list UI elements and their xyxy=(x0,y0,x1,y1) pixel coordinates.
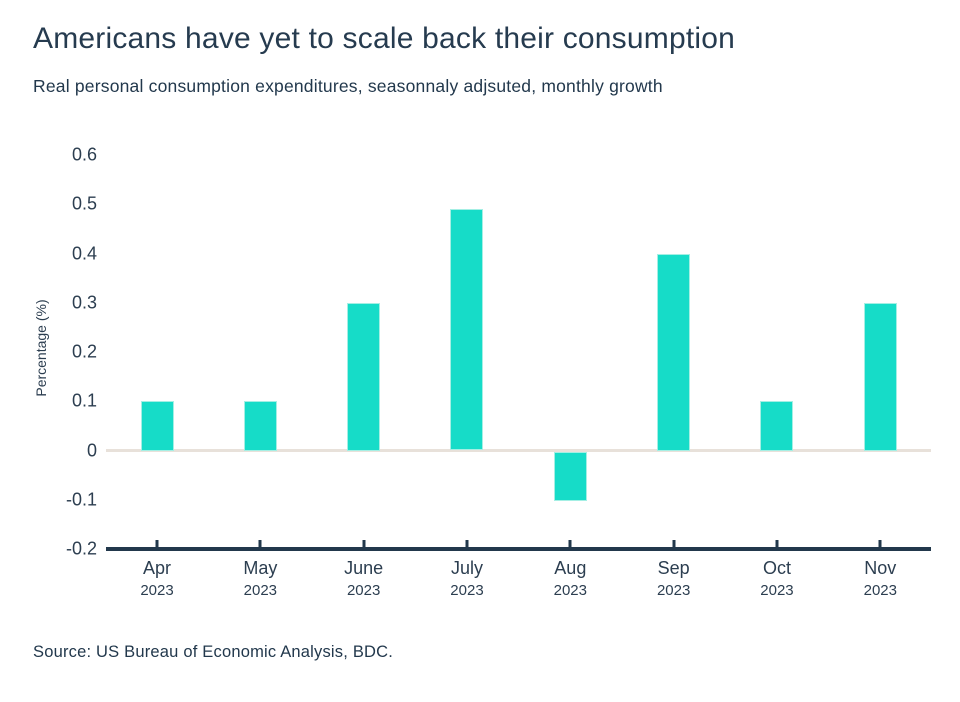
x-tick-label-year-aug: 2023 xyxy=(553,582,587,599)
zero-gridline xyxy=(106,449,931,452)
x-tick-label-month-oct: Oct xyxy=(762,558,791,578)
chart-title: Americans have yet to scale back their c… xyxy=(33,22,736,55)
x-tick-mark-sep xyxy=(672,540,676,547)
x-tick-label-year-oct: 2023 xyxy=(760,582,794,599)
y-tick-label-0.3: 0.3 xyxy=(71,292,97,313)
x-tick-label-year-july: 2023 xyxy=(450,582,484,599)
chart-subtitle: Real personal consumption expenditures, … xyxy=(33,76,663,96)
bar-july-2023 xyxy=(450,209,484,451)
x-tick-mark-oct xyxy=(775,540,779,547)
source-note: Source: US Bureau of Economic Analysis, … xyxy=(33,643,394,661)
x-tick-label-year-nov: 2023 xyxy=(863,582,897,599)
x-tick-label-year-sep: 2023 xyxy=(656,582,691,599)
bar-sep-2023 xyxy=(657,253,691,451)
x-tick-label-month-sep: Sep xyxy=(657,558,690,578)
x-tick-mark-june xyxy=(362,540,366,547)
y-tick-label-0.1: 0.1 xyxy=(71,390,97,411)
y-tick-label-0.2: 0.2 xyxy=(71,341,97,362)
x-tick-label-month-apr: Apr xyxy=(142,558,172,578)
bar-oct-2023 xyxy=(760,401,794,451)
x-tick-mark-nov xyxy=(878,540,882,547)
bar-nov-2023 xyxy=(863,302,897,451)
x-tick-mark-july xyxy=(465,540,469,547)
y-tick-label-0.4: 0.4 xyxy=(71,243,97,263)
y-tick-label-0: 0 xyxy=(86,440,97,460)
x-tick-label-year-apr: 2023 xyxy=(140,582,174,599)
x-tick-label-month-aug: Aug xyxy=(554,558,587,578)
x-tick-label-month-june: June xyxy=(344,558,384,578)
bar-may-2023 xyxy=(243,401,277,451)
y-tick-label-0.5: 0.5 xyxy=(71,193,97,214)
x-tick-mark-may xyxy=(258,540,262,547)
x-tick-label-year-may: 2023 xyxy=(243,582,278,599)
x-tick-label-year-june: 2023 xyxy=(346,582,381,599)
x-tick-mark-aug xyxy=(568,540,572,547)
bar-june-2023 xyxy=(347,302,381,451)
plot-area xyxy=(106,155,931,549)
y-tick-label-0.6: 0.6 xyxy=(71,144,97,165)
x-tick-mark-apr xyxy=(155,540,159,547)
y-tick-label--0.2: -0.2 xyxy=(65,538,97,559)
y-tick-label--0.1: -0.1 xyxy=(65,489,97,510)
bar-apr-2023 xyxy=(140,401,174,451)
x-tick-label-month-july: July xyxy=(450,558,483,578)
x-tick-label-month-may: May xyxy=(243,558,278,578)
x-axis-line xyxy=(106,547,931,551)
x-tick-label-month-nov: Nov xyxy=(864,558,897,578)
bar-aug-2023 xyxy=(553,452,587,502)
